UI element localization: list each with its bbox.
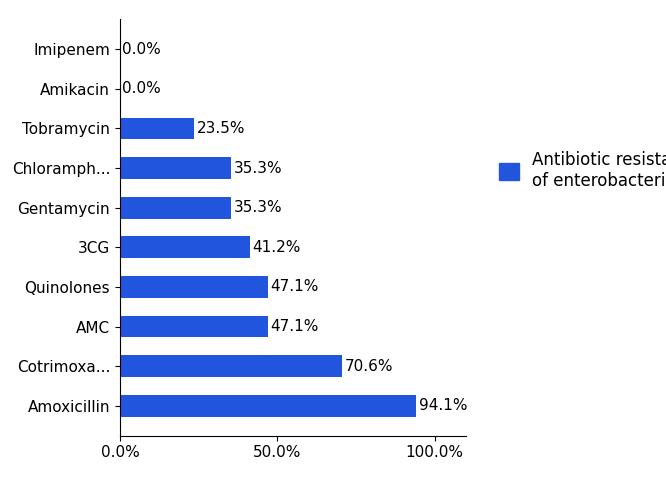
Text: 70.6%: 70.6% xyxy=(345,359,393,374)
Text: 41.2%: 41.2% xyxy=(252,240,300,255)
Bar xyxy=(120,197,231,219)
Text: 47.1%: 47.1% xyxy=(270,279,319,294)
Bar xyxy=(120,355,342,377)
Text: 47.1%: 47.1% xyxy=(270,319,319,334)
Bar xyxy=(120,236,250,258)
Text: 23.5%: 23.5% xyxy=(196,121,245,136)
Text: 0.0%: 0.0% xyxy=(123,42,161,57)
Text: 0.0%: 0.0% xyxy=(123,81,161,96)
Bar xyxy=(120,395,416,417)
Text: 35.3%: 35.3% xyxy=(234,200,282,215)
Bar xyxy=(120,157,231,179)
Text: 35.3%: 35.3% xyxy=(234,161,282,176)
Text: 94.1%: 94.1% xyxy=(419,398,467,413)
Bar xyxy=(120,118,194,139)
Bar xyxy=(120,316,268,337)
Legend: Antibiotic resistance
of enterobacteria: Antibiotic resistance of enterobacteria xyxy=(492,144,666,197)
Bar xyxy=(120,276,268,298)
